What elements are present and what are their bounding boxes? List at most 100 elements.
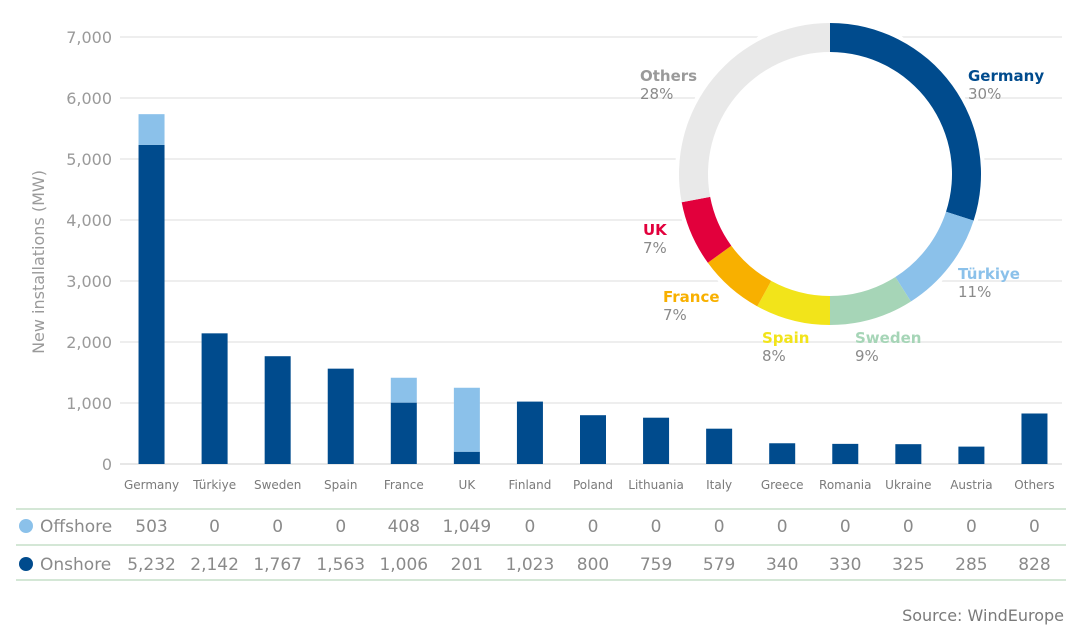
donut-slice-germany xyxy=(830,23,981,221)
category-label: Italy xyxy=(706,478,732,492)
table-value: 0 xyxy=(840,517,851,537)
category-label: Lithuania xyxy=(628,478,684,492)
table-value: 759 xyxy=(640,555,672,575)
legend-dot-offshore xyxy=(19,519,33,533)
y-ticks: 0 1,000 2,000 3,000 4,000 5,000 6,000 7,000 xyxy=(66,28,112,474)
donut-slice-spain xyxy=(757,280,830,325)
donut-backdrop xyxy=(675,19,985,329)
donut-pct-sweden: 9% xyxy=(855,347,879,365)
table-value: 2,142 xyxy=(190,555,239,575)
table-value: 330 xyxy=(829,555,861,575)
category-label: Ukraine xyxy=(885,478,931,492)
legend-dot-onshore xyxy=(19,557,33,571)
category-label: Austria xyxy=(950,478,992,492)
donut-slice-france xyxy=(707,245,772,307)
table-value: 579 xyxy=(703,555,735,575)
category-label: UK xyxy=(459,478,477,492)
table-value: 0 xyxy=(903,517,914,537)
table-value: 5,232 xyxy=(127,555,176,575)
bar-onshore-poland xyxy=(580,415,606,464)
table-value: 1,049 xyxy=(443,517,492,537)
category-label: France xyxy=(384,478,424,492)
category-label: Finland xyxy=(508,478,551,492)
bar-onshore-sweden xyxy=(264,356,291,464)
table-value: 0 xyxy=(966,517,977,537)
y-tick-label: 5,000 xyxy=(66,150,112,169)
donut-pct-germany: 30% xyxy=(968,85,1001,103)
category-label: Germany xyxy=(124,478,179,492)
y-tick-label: 1,000 xyxy=(66,394,112,413)
table-value: 0 xyxy=(335,517,346,537)
table-value: 285 xyxy=(955,555,987,575)
donut-label-türkiye: Türkiye xyxy=(958,265,1020,283)
category-label: Poland xyxy=(573,478,613,492)
donut-pct-uk: 7% xyxy=(643,239,667,257)
category-label: Others xyxy=(1014,478,1054,492)
bar-offshore-uk xyxy=(453,387,480,452)
donut-label-sweden: Sweden xyxy=(855,329,921,347)
table-value: 408 xyxy=(388,517,420,537)
category-label: Spain xyxy=(324,478,358,492)
bar-onshore-uk xyxy=(453,451,480,464)
bar-onshore-france xyxy=(390,402,417,464)
table-value: 828 xyxy=(1018,555,1050,575)
table-value: 1,023 xyxy=(506,555,555,575)
data-table: Offshore 503 0 0 0 408 1,049 0 0 0 0 0 0 0 0 0 Onshore 5,… xyxy=(16,508,1066,581)
category-label: Romania xyxy=(819,478,871,492)
table-value: 503 xyxy=(135,517,167,537)
bar-onshore-türkiye xyxy=(201,333,228,464)
donut-pct-france: 7% xyxy=(663,306,687,324)
category-label: Sweden xyxy=(254,478,301,492)
donut-pct-türkiye: 11% xyxy=(958,283,991,301)
legend-label-onshore: Onshore xyxy=(40,555,111,575)
table-value: 1,767 xyxy=(253,555,302,575)
table-value: 0 xyxy=(209,517,220,537)
bar-onshore-austria xyxy=(958,446,985,464)
bar-onshore-others xyxy=(1021,413,1048,464)
table-value: 0 xyxy=(714,517,725,537)
bars xyxy=(138,114,1048,464)
bar-onshore-lithuania xyxy=(643,417,670,464)
bar-onshore-spain xyxy=(327,368,354,464)
donut-pct-others: 28% xyxy=(640,85,673,103)
table-value: 201 xyxy=(451,555,483,575)
category-labels: Germany Türkiye Sweden Spain France UK Finland… xyxy=(124,478,1055,492)
donut-pct-spain: 8% xyxy=(762,347,786,365)
table-value: 1,006 xyxy=(379,555,428,575)
y-tick-label: 2,000 xyxy=(66,333,112,352)
source-note: Source: WindEurope xyxy=(902,606,1064,625)
table-value: 0 xyxy=(525,517,536,537)
donut-label-germany: Germany xyxy=(968,67,1044,85)
donut-label-uk: UK xyxy=(643,221,668,239)
table-value: 1,563 xyxy=(316,555,365,575)
category-label: Greece xyxy=(761,478,804,492)
table-value: 325 xyxy=(892,555,924,575)
y-axis-label: New installations (MW) xyxy=(29,170,48,354)
donut-slice-sweden xyxy=(830,277,911,325)
y-tick-label: 0 xyxy=(102,455,112,474)
table-value: 800 xyxy=(577,555,609,575)
table-value: 0 xyxy=(777,517,788,537)
bar-onshore-greece xyxy=(769,443,796,464)
bar-offshore-germany xyxy=(138,114,165,145)
y-tick-label: 7,000 xyxy=(66,28,112,47)
y-tick-label: 6,000 xyxy=(66,89,112,108)
table-value: 0 xyxy=(588,517,599,537)
table-value: 0 xyxy=(1029,517,1040,537)
y-tick-label: 3,000 xyxy=(66,272,112,291)
category-label: Türkiye xyxy=(192,478,236,492)
donut-slice-others xyxy=(679,23,830,203)
bar-onshore-italy xyxy=(706,428,733,464)
bar-offshore-france xyxy=(390,377,417,403)
bar-onshore-romania xyxy=(832,443,859,464)
donut-slice-türkiye xyxy=(895,211,974,302)
donut-label-france: France xyxy=(663,288,720,306)
table-value: 0 xyxy=(651,517,662,537)
bar-onshore-ukraine xyxy=(895,444,922,464)
donut-label-spain: Spain xyxy=(762,329,809,347)
donut-label-others: Others xyxy=(640,67,697,85)
table-value: 0 xyxy=(272,517,283,537)
bar-onshore-finland xyxy=(516,401,543,464)
